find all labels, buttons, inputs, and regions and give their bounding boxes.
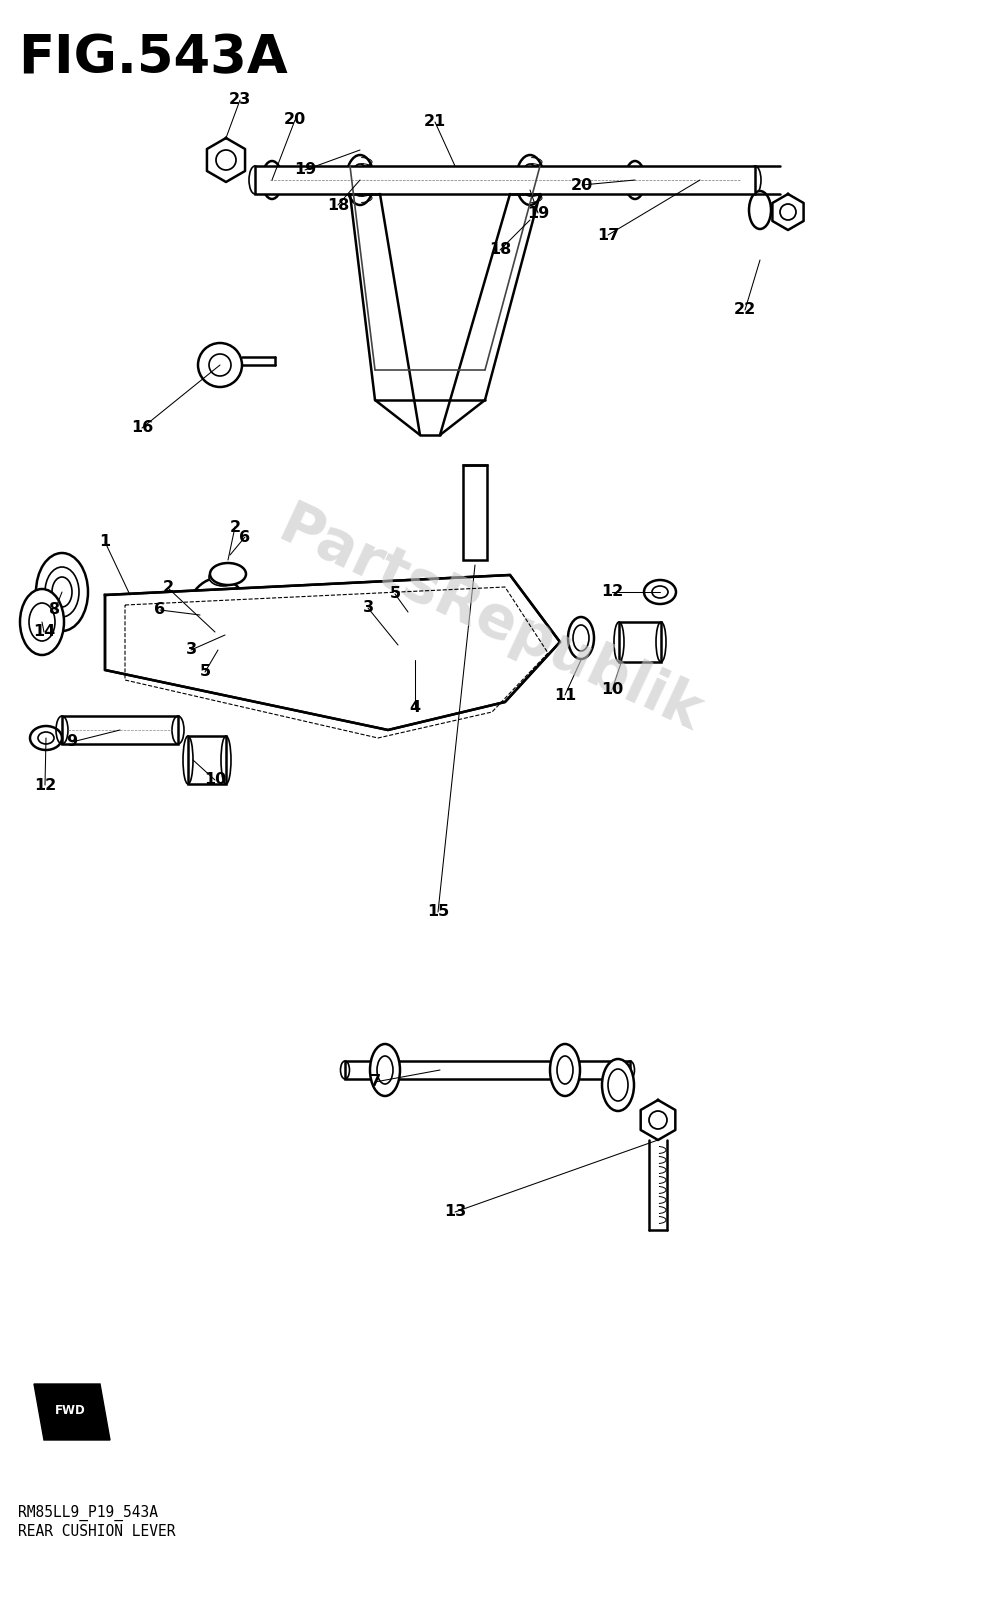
- Ellipse shape: [361, 594, 429, 696]
- Text: 10: 10: [203, 773, 227, 787]
- Polygon shape: [105, 574, 560, 730]
- Bar: [345, 1061, 630, 1078]
- Text: 13: 13: [444, 1205, 466, 1219]
- Text: 5: 5: [390, 587, 401, 602]
- Text: 3: 3: [185, 643, 196, 658]
- Text: 9: 9: [66, 734, 78, 749]
- Ellipse shape: [387, 587, 413, 603]
- Text: RM85LL9_P19_543A: RM85LL9_P19_543A: [18, 1506, 158, 1522]
- Text: 20: 20: [571, 178, 593, 192]
- Ellipse shape: [262, 162, 282, 198]
- Ellipse shape: [346, 155, 374, 205]
- Polygon shape: [34, 1384, 110, 1440]
- Text: 22: 22: [734, 302, 756, 317]
- Text: 16: 16: [131, 421, 153, 435]
- Text: 10: 10: [601, 683, 623, 698]
- Text: 12: 12: [601, 584, 623, 600]
- Ellipse shape: [516, 155, 544, 205]
- Text: 15: 15: [427, 904, 449, 920]
- Text: FWD: FWD: [54, 1403, 86, 1416]
- Text: 20: 20: [284, 112, 306, 128]
- Ellipse shape: [625, 162, 645, 198]
- Ellipse shape: [370, 1043, 400, 1096]
- Text: 8: 8: [49, 603, 60, 618]
- Text: PartsRepublik: PartsRepublik: [269, 498, 711, 742]
- Text: 4: 4: [410, 701, 421, 715]
- Ellipse shape: [602, 1059, 634, 1110]
- Ellipse shape: [20, 589, 64, 654]
- Text: 21: 21: [424, 115, 446, 130]
- Text: 18: 18: [327, 197, 349, 213]
- Text: 7: 7: [370, 1075, 381, 1090]
- Text: 18: 18: [488, 243, 512, 258]
- Text: 6: 6: [240, 530, 251, 544]
- Text: 2: 2: [230, 520, 241, 534]
- Ellipse shape: [182, 578, 254, 686]
- Text: FIG.543A: FIG.543A: [18, 32, 288, 83]
- Text: 23: 23: [229, 93, 251, 107]
- Bar: [463, 466, 487, 560]
- Ellipse shape: [749, 166, 761, 194]
- Bar: [619, 622, 661, 662]
- Ellipse shape: [749, 190, 771, 229]
- Ellipse shape: [209, 568, 237, 586]
- Text: 19: 19: [294, 163, 316, 178]
- Text: 2: 2: [162, 581, 173, 595]
- Ellipse shape: [388, 582, 422, 602]
- Text: 14: 14: [33, 624, 55, 640]
- Text: REAR CUSHION LEVER: REAR CUSHION LEVER: [18, 1523, 175, 1539]
- Text: 6: 6: [154, 603, 165, 618]
- Text: 5: 5: [199, 664, 210, 680]
- Text: 17: 17: [597, 227, 619, 243]
- Text: 3: 3: [363, 600, 374, 616]
- Bar: [255, 166, 755, 194]
- Text: 1: 1: [100, 534, 111, 549]
- Text: 11: 11: [554, 688, 576, 702]
- Ellipse shape: [249, 166, 261, 194]
- Text: 12: 12: [34, 778, 56, 792]
- Ellipse shape: [550, 1043, 580, 1096]
- Bar: [188, 736, 226, 784]
- Text: 19: 19: [527, 205, 549, 221]
- Ellipse shape: [36, 554, 88, 630]
- Ellipse shape: [210, 563, 246, 586]
- Bar: [62, 717, 178, 744]
